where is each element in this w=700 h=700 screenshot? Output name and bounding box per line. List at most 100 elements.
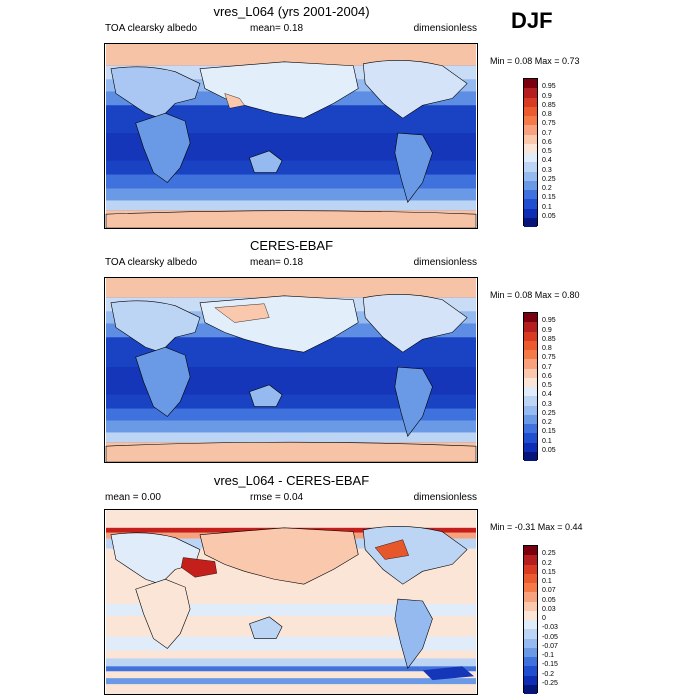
colorbar-tick-label: 0.9 xyxy=(542,92,552,100)
panel-1-colorbar xyxy=(523,78,538,227)
colorbar-tick-label: 0.6 xyxy=(542,372,552,380)
colorbar-tick-label: 0.3 xyxy=(542,166,552,174)
colorbar-tick-label: 0.9 xyxy=(542,326,552,334)
colorbar-swatch xyxy=(524,208,537,218)
colorbar-swatch xyxy=(524,331,537,341)
colorbar-swatch xyxy=(524,153,537,163)
colorbar-swatch xyxy=(524,433,537,443)
colorbar-swatch xyxy=(524,555,537,565)
colorbar-swatch xyxy=(524,442,537,452)
panel-3-rmse-label: rmse = 0.04 xyxy=(250,492,304,503)
colorbar-swatch xyxy=(524,546,537,556)
colorbar-tick-label: 0.05 xyxy=(542,596,556,604)
colorbar-tick-label: 0.5 xyxy=(542,382,552,389)
colorbar-swatch xyxy=(524,451,537,461)
colorbar-tick-label: 0.1 xyxy=(542,203,552,211)
colorbar-swatch xyxy=(524,601,537,611)
panel-3-title: vres_L064 - CERES-EBAF xyxy=(213,473,370,488)
panel-2-albedo-map xyxy=(104,277,478,463)
colorbar-swatch xyxy=(524,368,537,378)
colorbar-swatch xyxy=(524,610,537,620)
colorbar-swatch xyxy=(524,387,537,397)
colorbar-tick-label: 0.4 xyxy=(542,157,552,165)
colorbar-tick-label: 0.8 xyxy=(542,345,552,352)
colorbar-swatch xyxy=(524,666,537,676)
colorbar-tick-label: 0.75 xyxy=(542,354,556,362)
colorbar-swatch xyxy=(524,143,537,153)
colorbar-tick-label: 0.1 xyxy=(542,437,552,445)
colorbar-swatch xyxy=(524,377,537,387)
panel-3-minmax: Min = -0.31 Max = 0.44 xyxy=(490,522,583,532)
colorbar-swatch xyxy=(524,313,537,323)
colorbar-tick-label: 0.7 xyxy=(542,363,552,371)
colorbar-tick-label: 0.75 xyxy=(542,120,556,128)
colorbar-swatch xyxy=(524,340,537,350)
colorbar-swatch xyxy=(524,396,537,406)
colorbar-swatch xyxy=(524,620,537,630)
colorbar-swatch xyxy=(524,350,537,360)
panel-1-albedo-map xyxy=(104,43,478,229)
colorbar-tick-label: 0.25 xyxy=(542,175,556,183)
panel-3-mean-label: mean = 0.00 xyxy=(105,492,161,503)
colorbar-swatch xyxy=(524,424,537,434)
colorbar-tick-label: 0.6 xyxy=(542,138,552,146)
colorbar-tick-label: 0.95 xyxy=(542,83,556,91)
colorbar-swatch xyxy=(524,180,537,190)
colorbar-swatch xyxy=(524,162,537,172)
colorbar-swatch xyxy=(524,573,537,583)
panel-1-minmax: Min = 0.08 Max = 0.73 xyxy=(490,56,580,66)
colorbar-tick-label: 0 xyxy=(542,615,546,622)
colorbar-swatch xyxy=(524,564,537,574)
colorbar-swatch xyxy=(524,79,537,89)
colorbar-tick-label: -0.03 xyxy=(542,624,558,632)
panel-2-minmax: Min = 0.08 Max = 0.80 xyxy=(490,290,580,300)
colorbar-swatch xyxy=(524,638,537,648)
colorbar-tick-label: 0.8 xyxy=(542,111,552,118)
colorbar-swatch xyxy=(524,190,537,200)
panel-3-units-label: dimensionless xyxy=(413,492,477,503)
colorbar-tick-label: 0.7 xyxy=(542,129,552,137)
season-label: DJF xyxy=(511,8,553,33)
colorbar-tick-label: 0.05 xyxy=(542,212,556,220)
colorbar-tick-label: -0.1 xyxy=(542,652,555,659)
panel-2-variable-label: TOA clearsky albedo xyxy=(105,257,198,268)
colorbar-tick-label: 0.85 xyxy=(542,101,556,109)
colorbar-tick-label: -0.07 xyxy=(542,642,558,650)
colorbar-swatch xyxy=(524,657,537,667)
colorbar-tick-label: 0.1 xyxy=(542,578,552,585)
panel-3-colorbar xyxy=(523,545,538,694)
colorbar-swatch xyxy=(524,414,537,424)
colorbar-tick-label: -0.25 xyxy=(542,679,558,687)
colorbar-swatch xyxy=(524,583,537,593)
colorbar-tick-label: 0.05 xyxy=(542,446,556,454)
colorbar-swatch xyxy=(524,171,537,181)
colorbar-tick-label: 0.2 xyxy=(542,185,552,192)
colorbar-swatch xyxy=(524,629,537,639)
panel-1-units-label: dimensionless xyxy=(413,23,477,34)
colorbar-swatch xyxy=(524,88,537,98)
colorbar-tick-label: 0.15 xyxy=(542,194,556,202)
colorbar-swatch xyxy=(524,106,537,116)
colorbar-swatch xyxy=(524,199,537,209)
colorbar-swatch xyxy=(524,359,537,369)
colorbar-tick-label: 0.5 xyxy=(542,148,552,155)
colorbar-tick-label: 0.85 xyxy=(542,335,556,343)
colorbar-swatch xyxy=(524,217,537,227)
panel-1-mean-label: mean= 0.18 xyxy=(250,23,304,34)
panel-2-mean-label: mean= 0.18 xyxy=(250,257,304,268)
colorbar-swatch xyxy=(524,134,537,144)
colorbar-tick-label: 0.2 xyxy=(542,559,552,567)
colorbar-tick-label: -0.05 xyxy=(542,633,558,641)
panel-2-colorbar xyxy=(523,312,538,461)
colorbar-swatch xyxy=(524,97,537,107)
colorbar-swatch xyxy=(524,675,537,685)
colorbar-tick-label: 0.2 xyxy=(542,419,552,426)
panel-3-difference-map xyxy=(104,509,478,695)
panel-2-units-label: dimensionless xyxy=(413,257,477,268)
colorbar-swatch xyxy=(524,322,537,332)
colorbar-swatch xyxy=(524,592,537,602)
colorbar-swatch xyxy=(524,116,537,126)
colorbar-tick-label: 0.3 xyxy=(542,400,552,408)
panel-1-variable-label: TOA clearsky albedo xyxy=(105,23,198,34)
colorbar-tick-label: 0.25 xyxy=(542,550,556,558)
